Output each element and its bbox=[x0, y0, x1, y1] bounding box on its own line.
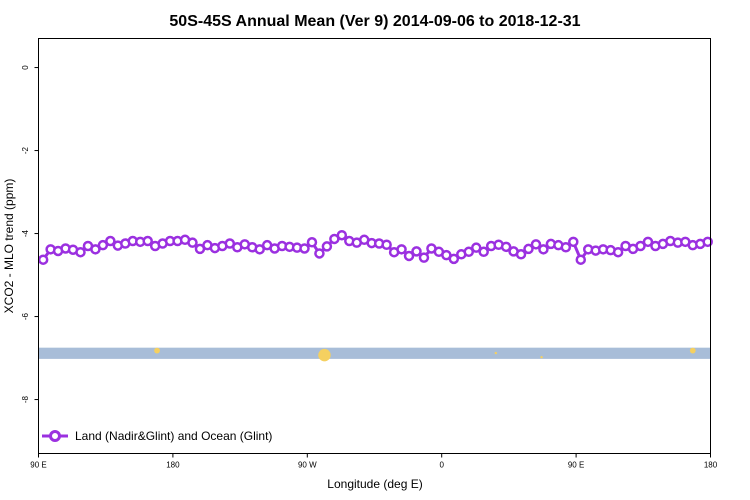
x-tick-label: 90 W bbox=[298, 461, 317, 470]
series-point bbox=[306, 237, 318, 248]
x-tick-label: 90 E bbox=[30, 461, 46, 470]
series-point bbox=[75, 246, 86, 258]
series-point bbox=[702, 236, 713, 248]
series-point bbox=[448, 253, 460, 265]
x-tick-label: 180 bbox=[166, 461, 180, 470]
series-point bbox=[530, 239, 542, 250]
y-tick-label: -6 bbox=[21, 312, 30, 320]
series-point bbox=[500, 241, 512, 253]
series-point bbox=[381, 239, 392, 251]
y-tick-label: 0 bbox=[21, 65, 30, 70]
band-marker bbox=[318, 348, 331, 362]
x-tick-label: 0 bbox=[439, 461, 444, 470]
series-point bbox=[612, 246, 624, 258]
series-point bbox=[515, 249, 527, 260]
series-point bbox=[470, 242, 482, 253]
series-point bbox=[568, 236, 579, 248]
series-point bbox=[523, 243, 534, 255]
series-point bbox=[142, 235, 153, 247]
series-point bbox=[403, 250, 415, 262]
series-point bbox=[321, 241, 333, 252]
band-marker bbox=[689, 347, 696, 354]
series-point bbox=[575, 254, 587, 265]
series-layer bbox=[37, 229, 713, 265]
series-point bbox=[314, 248, 325, 259]
series-point bbox=[560, 241, 572, 253]
series-point bbox=[463, 246, 475, 258]
series-point bbox=[336, 229, 348, 241]
series-point bbox=[635, 240, 646, 252]
x-tick-label: 90 E bbox=[568, 461, 584, 470]
series-point bbox=[478, 246, 489, 258]
series-point bbox=[411, 246, 422, 257]
y-tick-label: -4 bbox=[21, 229, 30, 237]
chart-title: 50S-45S Annual Mean (Ver 9) 2014-09-06 t… bbox=[169, 13, 580, 30]
x-axis-label: Longitude (deg E) bbox=[327, 477, 422, 491]
series-point bbox=[187, 237, 198, 248]
x-tick-label: 180 bbox=[704, 461, 718, 470]
series-point bbox=[418, 252, 430, 263]
plot-frame bbox=[38, 38, 711, 454]
band-marker bbox=[494, 351, 498, 355]
legend: Land (Nadir&Glint) and Ocean (Glint) bbox=[42, 429, 272, 443]
band-marker bbox=[540, 356, 543, 359]
series-point bbox=[538, 244, 549, 255]
series-point bbox=[37, 254, 49, 265]
band-marker bbox=[154, 347, 160, 354]
x-ticks: 90 E 180 90 W 0 90 E 180 bbox=[30, 453, 718, 470]
series-point bbox=[299, 243, 310, 254]
series-point bbox=[642, 236, 654, 248]
series-point bbox=[90, 244, 101, 255]
legend-label: Land (Nadir&Glint) and Ocean (Glint) bbox=[75, 429, 272, 443]
series-point bbox=[396, 244, 407, 255]
y-tick-label: -2 bbox=[21, 146, 30, 154]
data-band bbox=[38, 347, 711, 359]
series-point bbox=[97, 239, 109, 251]
series-point bbox=[105, 235, 116, 247]
series-point bbox=[254, 244, 265, 255]
y-ticks: 0 -2 -4 -6 -8 bbox=[21, 65, 39, 403]
band-layer bbox=[38, 347, 711, 362]
legend-marker bbox=[49, 430, 61, 442]
y-tick-label: -8 bbox=[21, 395, 30, 403]
y-axis-label: XCO2 - MLO trend (ppm) bbox=[2, 179, 16, 314]
